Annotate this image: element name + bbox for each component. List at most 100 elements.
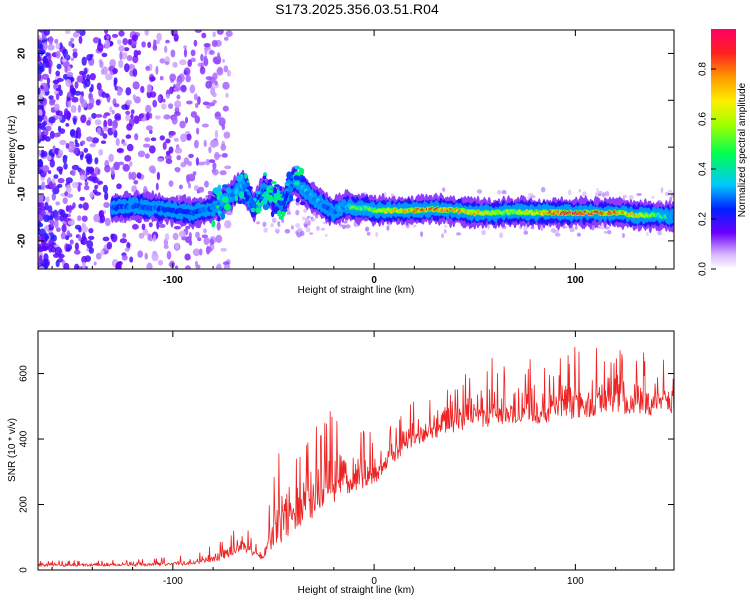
noise-blob bbox=[190, 49, 196, 57]
noise-blob bbox=[117, 86, 121, 96]
noise-blob bbox=[102, 236, 110, 242]
noise-blob bbox=[366, 231, 371, 236]
spectrogram-ridge bbox=[110, 165, 674, 234]
noise-blob bbox=[38, 65, 45, 73]
noise-blob bbox=[94, 184, 98, 190]
noise-blob bbox=[598, 190, 603, 194]
noise-blob bbox=[75, 30, 83, 34]
noise-blob bbox=[172, 61, 178, 68]
noise-blob bbox=[216, 263, 222, 269]
noise-blob bbox=[130, 171, 137, 181]
y-tick-label: 200 bbox=[19, 496, 30, 513]
noise-blob bbox=[151, 252, 159, 262]
noise-blob bbox=[193, 93, 198, 101]
noise-blob bbox=[602, 192, 606, 198]
noise-blob bbox=[146, 90, 152, 99]
noise-blob bbox=[636, 193, 642, 196]
noise-blob bbox=[383, 191, 387, 198]
noise-blob bbox=[59, 42, 63, 50]
noise-blob bbox=[567, 189, 572, 196]
noise-blob bbox=[646, 231, 649, 236]
noise-blob bbox=[203, 139, 207, 147]
noise-blob bbox=[174, 111, 181, 117]
noise-blob bbox=[176, 94, 181, 100]
noise-blob bbox=[91, 137, 100, 144]
noise-blob bbox=[386, 225, 390, 231]
noise-blob bbox=[286, 207, 291, 213]
noise-blob bbox=[203, 228, 207, 234]
noise-blob bbox=[496, 189, 502, 195]
noise-blob bbox=[118, 45, 125, 52]
noise-blob bbox=[302, 216, 306, 221]
noise-blob bbox=[40, 126, 47, 131]
noise-blob bbox=[114, 114, 118, 120]
noise-blob bbox=[78, 203, 83, 209]
noise-blob bbox=[43, 214, 50, 223]
noise-blob bbox=[316, 225, 320, 231]
noise-blob bbox=[56, 166, 64, 172]
noise-blob bbox=[207, 190, 212, 195]
noise-blob bbox=[320, 227, 326, 231]
colorbar: 0.0 0.2 0.4 0.6 0.8 Normalized spectral ampl… bbox=[698, 29, 748, 276]
noise-blob bbox=[65, 205, 70, 212]
noise-blob bbox=[66, 71, 74, 78]
noise-blob bbox=[219, 170, 227, 176]
noise-blob bbox=[80, 140, 86, 145]
noise-blob bbox=[46, 196, 50, 204]
noise-blob bbox=[223, 36, 229, 41]
noise-blob bbox=[49, 218, 55, 227]
noise-blob bbox=[263, 227, 268, 233]
noise-blob bbox=[145, 104, 152, 114]
noise-blob bbox=[304, 217, 309, 223]
noise-blob bbox=[596, 187, 599, 193]
noise-blob bbox=[165, 93, 170, 99]
noise-blob bbox=[221, 153, 228, 158]
noise-blob bbox=[95, 99, 101, 106]
noise-blob bbox=[441, 233, 445, 239]
ridge-blob bbox=[244, 191, 248, 199]
noise-blob bbox=[202, 101, 210, 106]
noise-blob bbox=[209, 238, 215, 246]
chart-title: S173.2025.356.03.51.R04 bbox=[275, 1, 439, 17]
noise-blob bbox=[218, 117, 226, 127]
spectrogram-ylabel: Frequency (Hz) bbox=[7, 116, 18, 185]
noise-blob bbox=[582, 191, 587, 197]
noise-blob bbox=[569, 227, 575, 233]
colorbar-gradient bbox=[711, 29, 736, 269]
noise-blob bbox=[65, 30, 71, 34]
noise-blob bbox=[225, 92, 229, 98]
noise-blob bbox=[126, 55, 133, 62]
noise-blob bbox=[651, 196, 655, 199]
noise-blob bbox=[74, 263, 80, 269]
noise-blob bbox=[108, 153, 114, 163]
noise-blob bbox=[194, 30, 202, 33]
noise-blob bbox=[222, 105, 229, 112]
noise-blob bbox=[165, 138, 171, 144]
noise-blob bbox=[125, 110, 131, 115]
noise-blob bbox=[126, 143, 134, 152]
ridge-blob bbox=[277, 210, 282, 217]
noise-blob bbox=[44, 224, 49, 232]
noise-blob bbox=[130, 114, 134, 119]
noise-blob bbox=[70, 105, 77, 113]
noise-blob bbox=[46, 77, 51, 84]
noise-blob bbox=[70, 57, 75, 61]
noise-blob bbox=[174, 265, 179, 269]
noise-blob bbox=[324, 233, 328, 237]
ridge-core bbox=[281, 200, 286, 206]
noise-blob bbox=[57, 183, 63, 188]
snr-xlabel: Height of straight line (km) bbox=[298, 585, 415, 596]
noise-blob bbox=[73, 147, 79, 155]
noise-blob bbox=[80, 225, 88, 234]
noise-blob bbox=[578, 189, 582, 193]
ridge-blob bbox=[256, 190, 261, 195]
noise-blob bbox=[196, 127, 200, 135]
noise-blob bbox=[137, 150, 146, 158]
noise-blob bbox=[74, 242, 79, 251]
noise-blob bbox=[195, 231, 200, 239]
ridge-blob bbox=[295, 197, 300, 203]
noise-blob bbox=[66, 97, 71, 102]
noise-blob bbox=[169, 260, 176, 268]
noise-blob bbox=[365, 226, 370, 232]
noise-blob bbox=[189, 84, 196, 94]
